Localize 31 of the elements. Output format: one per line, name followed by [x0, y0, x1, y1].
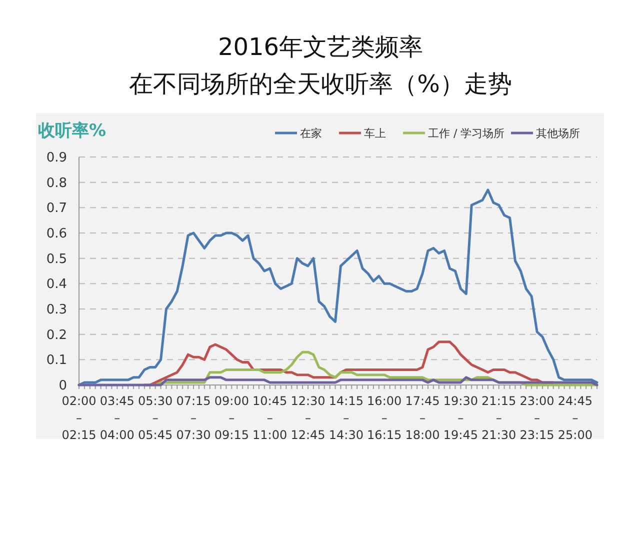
legend-label: 工作 / 学习场所	[428, 127, 505, 140]
x-tick-label: 05:30 – 05:45	[138, 394, 173, 442]
y-tick-label: 0.1	[46, 353, 67, 368]
y-tick-label: 0	[58, 378, 67, 394]
legend-label: 车上	[364, 127, 386, 140]
x-tick-label: 24:45 – 25:00	[558, 394, 592, 442]
x-tick-label: 16:00 – 16:15	[367, 394, 402, 442]
x-tick-label: 03:45 – 04:00	[100, 394, 134, 442]
x-tick-label: 10:45 – 11:00	[252, 394, 288, 442]
x-tick-label: 19:30 – 19:45	[443, 394, 478, 442]
x-tick-label: 23:00 – 23:15	[520, 394, 554, 442]
y-tick-label: 0.5	[46, 252, 67, 267]
x-tick-label: 07:15 – 07:30	[176, 394, 211, 442]
y-tick-label: 0.9	[46, 150, 67, 166]
x-tick-label: 12:30 – 12:45	[290, 394, 326, 442]
y-tick-label: 0.7	[46, 201, 67, 216]
chart-title: 2016年文艺类频率	[218, 33, 424, 61]
y-tick-label: 0.8	[46, 176, 67, 191]
x-tick-label: 21:15 – 21:30	[482, 394, 516, 442]
y-tick-label: 0.2	[46, 328, 67, 343]
y-tick-label: 0.6	[46, 226, 67, 242]
x-tick-label: 02:00 – 02:15	[62, 394, 96, 442]
x-tick-label: 14:15 – 14:30	[328, 394, 364, 442]
y-axis-title: 收听率%	[38, 121, 106, 141]
x-tick-label: 09:00 – 09:15	[214, 394, 249, 442]
legend-label: 在家	[300, 127, 322, 140]
x-tick-label: 17:45 – 18:00	[405, 394, 440, 442]
legend-label: 其他场所	[536, 127, 580, 140]
chart-subtitle: 在不同场所的全天收听率（%）走势	[129, 70, 512, 98]
y-tick-label: 0.3	[46, 302, 67, 318]
y-tick-label: 0.4	[46, 277, 67, 292]
